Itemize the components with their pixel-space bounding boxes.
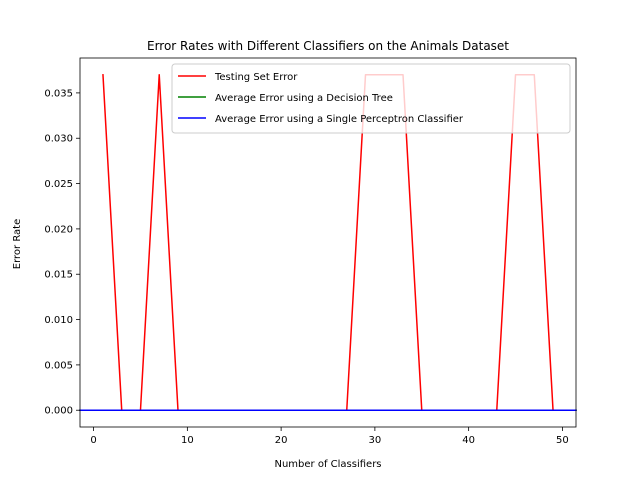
y-tick-label: 0.000 <box>44 406 73 417</box>
x-tick-label: 50 <box>556 435 569 446</box>
y-tick-label: 0.020 <box>44 224 73 235</box>
y-axis-label: Error Rate <box>12 219 23 269</box>
x-tick-label: 40 <box>462 435 475 446</box>
x-tick-label: 20 <box>275 435 288 446</box>
y-tick-label: 0.010 <box>44 315 73 326</box>
legend-label-2: Average Error using a Decision Tree <box>215 93 393 104</box>
y-tick-label: 0.030 <box>44 134 73 145</box>
x-tick-label: 30 <box>369 435 382 446</box>
legend: Testing Set Error Average Error using a D… <box>171 63 571 134</box>
y-tick-label: 0.035 <box>44 88 73 99</box>
y-tick-label: 0.025 <box>44 179 73 190</box>
legend-label-1: Testing Set Error <box>214 72 298 83</box>
legend-frame <box>171 63 571 134</box>
y-tick-label: 0.015 <box>44 270 73 281</box>
x-tick-label: 0 <box>90 435 96 446</box>
series-layer <box>79 73 577 412</box>
axes-layer: 0 10 20 30 40 50 0.000 0.005 0.010 0.015 0.020 0.02… <box>44 57 577 446</box>
legend-label-3: Average Error using a Single Perceptron … <box>215 114 464 125</box>
y-tick-label: 0.005 <box>44 360 73 371</box>
chart-title: Error Rates with Different Classifiers o… <box>147 39 509 53</box>
x-tick-label: 10 <box>181 435 194 446</box>
axes-frame <box>79 57 577 428</box>
x-axis-label: Number of Classifiers <box>274 459 381 470</box>
